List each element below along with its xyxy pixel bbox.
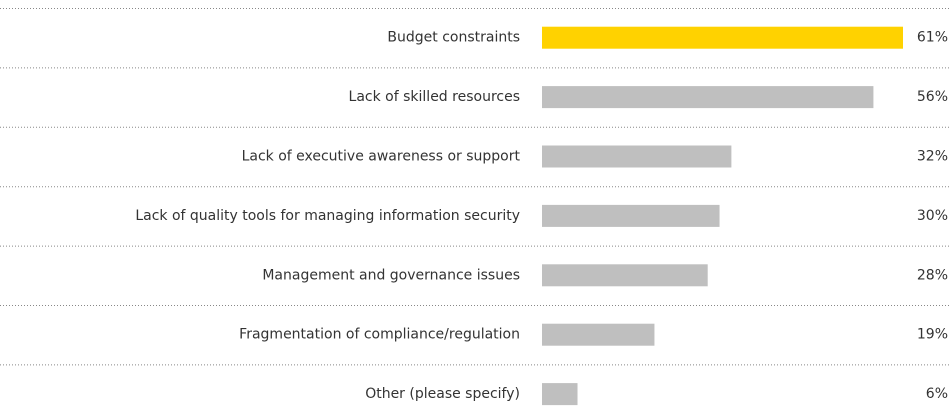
value-label: 56% [917, 89, 948, 105]
value-label: 28% [917, 267, 948, 283]
bar [542, 323, 655, 346]
bar [542, 204, 720, 227]
category-label: Budget constraints [387, 30, 520, 46]
bar [542, 145, 732, 168]
category-label: Fragmentation of compliance/regulation [239, 327, 520, 343]
bar [542, 264, 708, 287]
bar [542, 383, 578, 406]
value-label: 6% [926, 386, 948, 402]
value-label: 19% [917, 327, 948, 343]
value-label: 32% [917, 149, 948, 165]
bar [542, 86, 874, 109]
category-label: Lack of executive awareness or support [242, 149, 521, 165]
value-label: 30% [917, 208, 948, 224]
category-label: Management and governance issues [262, 267, 520, 283]
category-label: Lack of skilled resources [349, 89, 520, 105]
category-label: Lack of quality tools for managing infor… [135, 208, 520, 224]
category-label: Other (please specify) [365, 386, 520, 402]
bar [542, 26, 903, 49]
value-label: 61% [917, 30, 948, 46]
